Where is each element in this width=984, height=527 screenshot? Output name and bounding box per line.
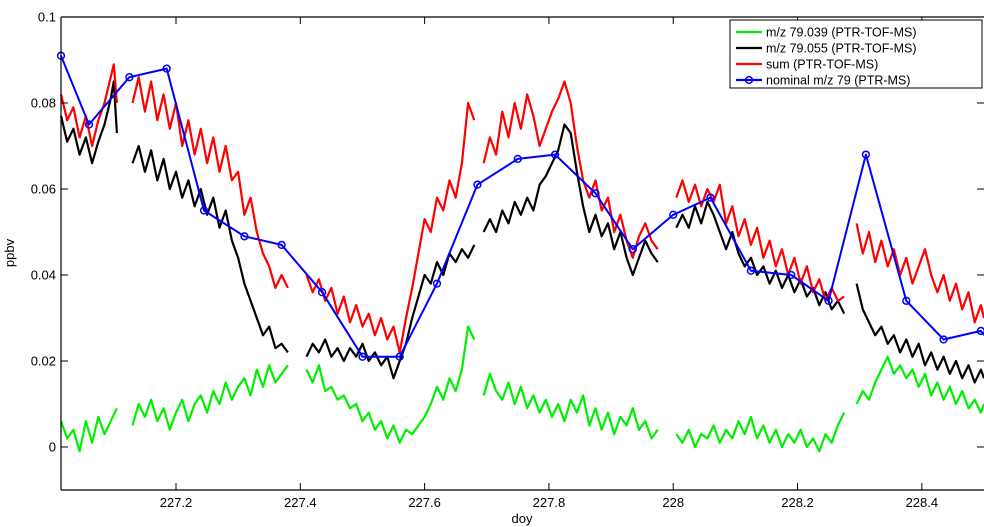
data-point xyxy=(976,326,984,336)
y-tick-label: 0.06 xyxy=(31,182,56,197)
data-point xyxy=(628,245,637,254)
data-point xyxy=(473,180,482,189)
x-tick-label: 227.2 xyxy=(160,495,193,510)
data-point xyxy=(746,266,756,275)
x-axis-label: doy xyxy=(512,511,533,526)
y-tick-label: 0 xyxy=(49,440,56,455)
x-tick-label: 227.4 xyxy=(284,495,317,510)
legend-box xyxy=(729,19,983,89)
data-point xyxy=(395,352,404,361)
series-line xyxy=(305,101,476,354)
legend-label: m/z 79.039 (PTR-TOF-MS) xyxy=(766,26,916,40)
series-line xyxy=(305,325,476,444)
data-point xyxy=(432,279,442,288)
series-line xyxy=(60,55,984,358)
data-point xyxy=(550,150,560,159)
data-point xyxy=(513,154,522,164)
data-point xyxy=(591,189,600,198)
legend-label: m/z 79.055 (PTR-TOF-MS) xyxy=(766,42,916,56)
x-tick-label: 227.6 xyxy=(408,495,441,510)
series-line xyxy=(482,80,659,259)
legend-label: nominal m/z 79 (PTR-MS) xyxy=(766,74,910,88)
data-point xyxy=(84,120,94,129)
y-tick-label: 0.02 xyxy=(31,354,56,369)
x-tick-label: 228.2 xyxy=(781,495,814,510)
series-line xyxy=(675,412,846,453)
legend-marker xyxy=(744,75,754,85)
data-point xyxy=(125,73,134,82)
series-line xyxy=(482,123,659,277)
series-line xyxy=(59,407,118,453)
data-point xyxy=(277,240,286,250)
data-point xyxy=(199,206,209,215)
ticks-layer: 227.2 227.4 227.6 227.8 228 228.2 228.4 0 0.02 0.… xyxy=(31,10,984,510)
series-0 xyxy=(59,325,984,453)
data-point xyxy=(861,150,871,159)
data-point xyxy=(902,296,911,305)
data-point xyxy=(787,270,796,280)
y-axis-label: ppbv xyxy=(2,238,17,267)
series-line xyxy=(131,76,289,289)
series-line xyxy=(855,355,984,414)
data-point xyxy=(162,64,171,73)
y-tick-label: 0.08 xyxy=(31,96,56,111)
data-point xyxy=(669,210,678,219)
series-line xyxy=(131,364,289,431)
y-tick-label: 0.04 xyxy=(31,268,56,283)
legend-label: sum (PTR-TOF-MS) xyxy=(766,58,878,72)
data-point xyxy=(824,296,833,305)
series-line xyxy=(305,244,476,380)
series-line xyxy=(855,283,984,384)
series-line xyxy=(482,372,659,440)
x-tick-label: 228 xyxy=(662,495,684,510)
plot-area xyxy=(61,17,984,490)
series-layer xyxy=(56,51,984,453)
series-line xyxy=(131,144,289,354)
x-tick-label: 227.8 xyxy=(533,495,566,510)
data-point xyxy=(317,288,327,297)
y-tick-label: 0.1 xyxy=(38,10,56,25)
data-point xyxy=(706,193,715,202)
data-point xyxy=(240,232,249,241)
series-line xyxy=(59,80,118,165)
series-2 xyxy=(59,63,984,354)
series-line xyxy=(675,179,845,302)
x-tick-label: 228.4 xyxy=(906,495,939,510)
data-point xyxy=(358,352,367,361)
series-line xyxy=(59,63,118,148)
series-line xyxy=(855,223,984,324)
data-point xyxy=(939,335,948,344)
legend: m/z 79.039 (PTR-TOF-MS) m/z 79.055 (PTR-T… xyxy=(729,19,983,89)
